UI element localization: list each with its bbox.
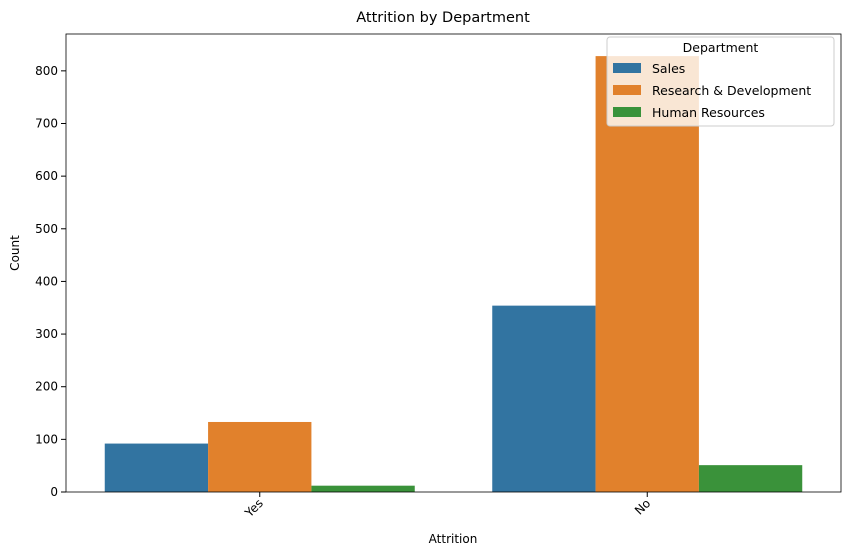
y-tick-label: 600 — [35, 169, 58, 183]
legend-box — [606, 36, 835, 127]
plot-area: 0 100 200 300 400 500 600 700 800 Yes No — [35, 33, 842, 521]
y-axis-label: Count — [8, 235, 22, 271]
legend-label-1: Research & Development — [652, 83, 811, 98]
legend-swatch-1 — [613, 85, 641, 95]
bar-0-1 — [492, 305, 596, 492]
bar-2-0 — [311, 485, 415, 492]
chart-title: Attrition by Department — [356, 10, 530, 26]
legend-swatch-2 — [613, 107, 641, 117]
bar-1-0 — [208, 421, 312, 492]
y-tick-label: 0 — [50, 485, 58, 499]
y-tick-label: 200 — [35, 380, 58, 394]
bar-2-1 — [698, 465, 803, 492]
x-axis-label: Attrition — [429, 532, 478, 546]
y-tick-label: 100 — [35, 432, 58, 446]
legend-label-2: Human Resources — [652, 105, 765, 120]
x-tick-label: Yes — [242, 496, 266, 520]
legend-label-0: Sales — [652, 61, 685, 76]
plot-frame — [65, 33, 842, 493]
y-tick-label: 300 — [35, 327, 58, 341]
bar-0-0 — [104, 443, 209, 492]
y-tick-label: 700 — [35, 116, 58, 130]
bar-1-1 — [595, 56, 699, 493]
legend: Department Sales Research & Development Hum… — [606, 36, 835, 127]
legend-swatch-0 — [613, 63, 641, 73]
y-tick-label: 500 — [35, 222, 58, 236]
y-tick-label: 800 — [35, 64, 58, 78]
y-tick-label: 400 — [35, 274, 58, 288]
legend-title: Department — [683, 40, 759, 55]
x-tick-label: No — [632, 496, 653, 517]
